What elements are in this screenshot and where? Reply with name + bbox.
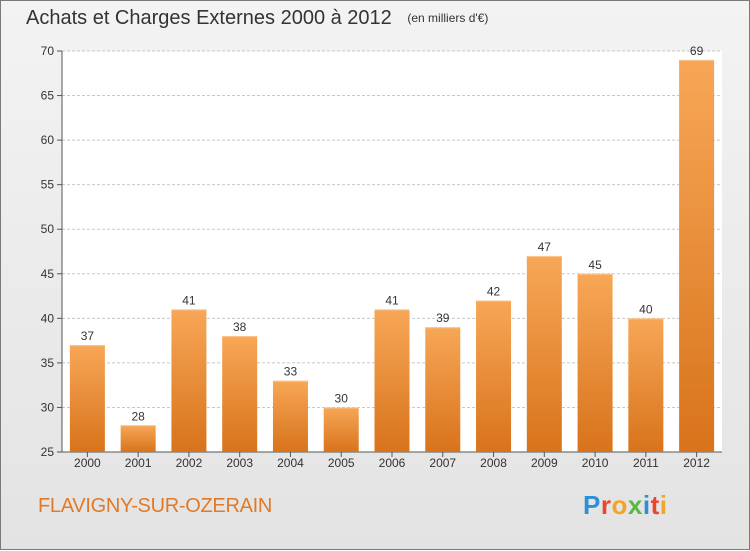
x-tick-label: 2009 [531, 456, 558, 470]
bar [69, 345, 105, 452]
bar [120, 425, 156, 452]
x-tick-label: 2005 [328, 456, 355, 470]
y-tick-label: 60 [41, 133, 55, 147]
bar [272, 380, 308, 452]
bar-value-label: 42 [487, 285, 501, 299]
place-name: FLAVIGNY-SUR-OZERAIN [38, 495, 273, 517]
bar-value-label: 69 [690, 44, 704, 58]
bar [425, 327, 461, 452]
x-tick-label: 2003 [226, 456, 253, 470]
bar-value-label: 45 [588, 258, 602, 272]
y-tick-label: 50 [41, 222, 55, 236]
chart-unit: (en milliers d'€) [407, 11, 489, 25]
x-tick-label: 2000 [74, 456, 101, 470]
bar [374, 309, 410, 452]
bar [222, 336, 258, 452]
x-tick-label: 2002 [176, 456, 203, 470]
x-tick-label: 2004 [277, 456, 304, 470]
bar [476, 300, 512, 452]
bar [628, 318, 664, 452]
bar [171, 309, 207, 452]
bar-value-label: 39 [436, 311, 450, 325]
x-tick-label: 2001 [125, 456, 152, 470]
bar-value-label: 40 [639, 302, 653, 316]
y-tick-label: 40 [41, 311, 55, 325]
logo-letter: r [600, 490, 612, 520]
x-tick-label: 2007 [429, 456, 456, 470]
logo-letter: o [611, 490, 628, 520]
bar-value-label: 41 [182, 293, 196, 307]
logo-letter: i [642, 490, 651, 520]
bar-value-label: 38 [233, 320, 247, 334]
y-tick-label: 65 [41, 89, 55, 103]
bar-value-label: 37 [81, 329, 95, 343]
logo-letter: i [659, 490, 668, 520]
proxiti-logo: Proxiti [583, 490, 667, 521]
bar [679, 59, 715, 453]
x-tick-label: 2011 [633, 456, 659, 470]
chart-title-block: Achats et Charges Externes 2000 à 2012 (… [26, 7, 488, 30]
x-tick-label: 2010 [582, 456, 609, 470]
chart-title: Achats et Charges Externes 2000 à 2012 [26, 7, 392, 29]
y-tick-label: 70 [41, 44, 55, 58]
bar-value-label: 28 [131, 409, 145, 423]
y-tick-label: 45 [41, 267, 55, 281]
bar [323, 407, 359, 452]
y-tick-label: 25 [41, 445, 55, 459]
x-tick-label: 2006 [379, 456, 406, 470]
bar [577, 273, 613, 452]
bar-value-label: 33 [284, 365, 298, 379]
bar-value-label: 41 [385, 293, 399, 307]
x-tick-label: 2012 [683, 456, 710, 470]
bar-value-label: 47 [538, 240, 552, 254]
bar [526, 255, 562, 452]
y-tick-label: 55 [41, 178, 55, 192]
logo-letter: t [650, 490, 660, 520]
logo-letter: x [627, 490, 643, 520]
bar-value-label: 30 [335, 391, 349, 405]
y-tick-label: 35 [41, 356, 55, 370]
logo-letter: P [583, 490, 601, 520]
x-tick-label: 2008 [480, 456, 507, 470]
y-tick-label: 30 [41, 400, 55, 414]
